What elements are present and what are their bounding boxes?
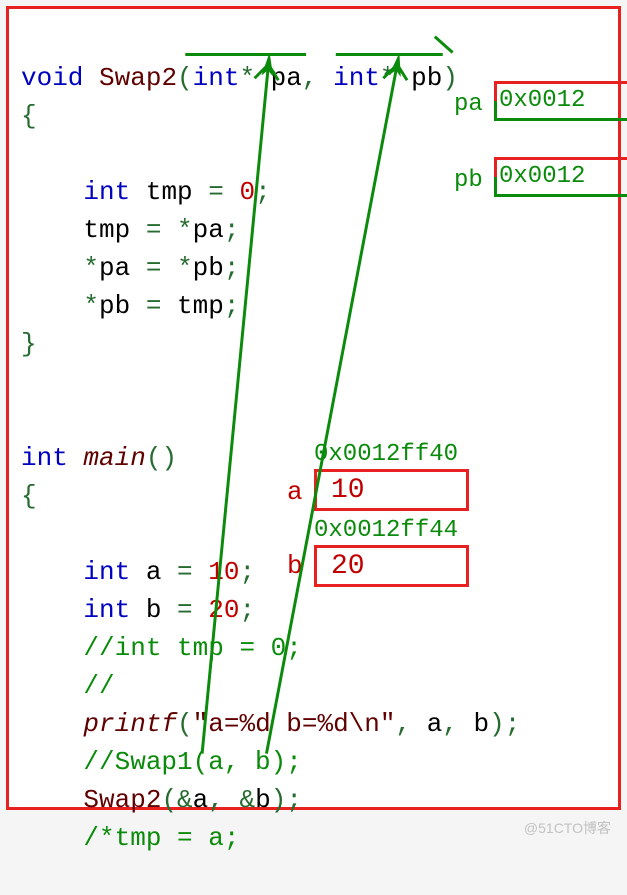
fn-main: main	[83, 443, 145, 473]
label-b: b	[287, 551, 303, 581]
comment-1: //int tmp = 0;	[83, 633, 301, 663]
kw-void: void	[21, 63, 83, 93]
label-pb: pb	[454, 167, 483, 194]
watermark: @51CTO博客	[524, 818, 611, 838]
comma: ,	[302, 63, 318, 93]
box-b: 20	[314, 545, 469, 587]
brace-open-1: {	[21, 101, 37, 131]
brace-open-2: {	[21, 481, 37, 511]
kw-int-tmp: int	[83, 177, 130, 207]
code-frame: void Swap2(int* pa, int* pb) { int tmp =…	[6, 6, 621, 810]
label-a: a	[287, 477, 303, 507]
star1: *	[239, 63, 255, 93]
addr-a: 0x0012ff40	[314, 441, 458, 468]
kw-int-main: int	[21, 443, 68, 473]
tmp-decl: tmp	[130, 177, 208, 207]
addr-b: 0x0012ff44	[314, 517, 458, 544]
comment-2: //	[83, 671, 114, 701]
kw-int-1: int	[193, 63, 240, 93]
param-pb: pb	[396, 63, 443, 93]
star2: *	[380, 63, 396, 93]
param-pa: pa	[255, 63, 302, 93]
kw-int-2: int	[333, 63, 380, 93]
fn-printf: printf	[83, 709, 177, 739]
rpar: )	[442, 63, 458, 93]
fn-swap2-call: Swap2	[83, 785, 161, 815]
val-b: 20	[317, 548, 466, 586]
lpar: (	[177, 63, 193, 93]
brace-close-1: }	[21, 329, 37, 359]
comment-3: //Swap1(a, b);	[83, 747, 301, 777]
label-pa: pa	[454, 91, 483, 118]
val-a: 10	[317, 472, 466, 510]
fn-swap2: Swap2	[99, 63, 177, 93]
box-pa-red-overlay	[494, 81, 627, 101]
box-pb-red-overlay	[494, 157, 627, 177]
box-a: 10	[314, 469, 469, 511]
comment-4: /*tmp = a;	[83, 823, 239, 853]
